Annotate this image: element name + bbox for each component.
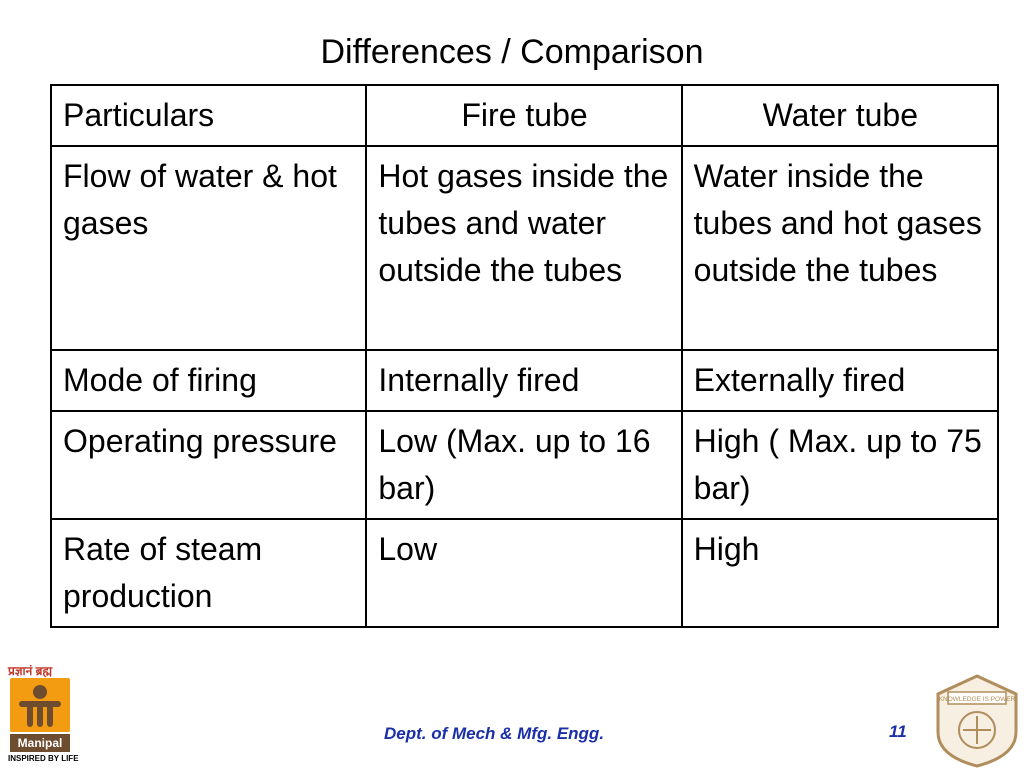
table-cell: Operating pressure: [49, 410, 368, 520]
logo-subtitle: INSPIRED BY LIFE: [8, 754, 79, 763]
table-header-row: Particulars Fire tube Water tube: [49, 84, 1000, 147]
table-row: Mode of firing Internally fired External…: [49, 349, 1000, 412]
footer-department: Dept. of Mech & Mfg. Engg.: [384, 724, 605, 743]
table-cell: High ( Max. up to 75 bar): [680, 410, 1000, 520]
logo-tagline: प्रज्ञानं ब्रह्म: [8, 664, 53, 678]
table-cell: Rate of steam production: [49, 518, 368, 628]
institute-crest-icon: KNOWLEDGE IS POWER: [930, 672, 1024, 768]
header-cell-water-tube: Water tube: [680, 84, 1000, 147]
table-cell: Internally fired: [365, 349, 683, 412]
table-cell: Water inside the tubes and hot gases out…: [680, 145, 1000, 351]
crest-motto: KNOWLEDGE IS POWER: [939, 696, 1016, 703]
table-cell: High: [680, 518, 1000, 628]
table-cell: Hot gases inside the tubes and water out…: [365, 145, 683, 351]
page-title: Differences / Comparison: [320, 33, 704, 71]
header-cell-particulars: Particulars: [49, 84, 368, 147]
table-cell: Low: [365, 518, 683, 628]
table-cell: Mode of firing: [49, 349, 368, 412]
table-cell: Low (Max. up to 16 bar): [365, 410, 683, 520]
manipal-logo: प्रज्ञानं ब्रह्म Manipal INSPIRED BY LIF…: [6, 662, 79, 766]
table-row: Rate of steam production Low High: [49, 518, 1000, 628]
table-cell: Externally fired: [680, 349, 1000, 412]
header-cell-fire-tube: Fire tube: [365, 84, 683, 147]
manipal-mark-icon: [10, 678, 70, 732]
table-row: Flow of water & hot gases Hot gases insi…: [49, 145, 1000, 351]
page-number: 11: [889, 722, 907, 741]
table-cell: Flow of water & hot gases: [49, 145, 368, 351]
table-row: Operating pressure Low (Max. up to 16 ba…: [49, 410, 1000, 520]
comparison-table: Particulars Fire tube Water tube Flow of…: [49, 84, 1000, 628]
logo-name: Manipal: [10, 734, 70, 752]
